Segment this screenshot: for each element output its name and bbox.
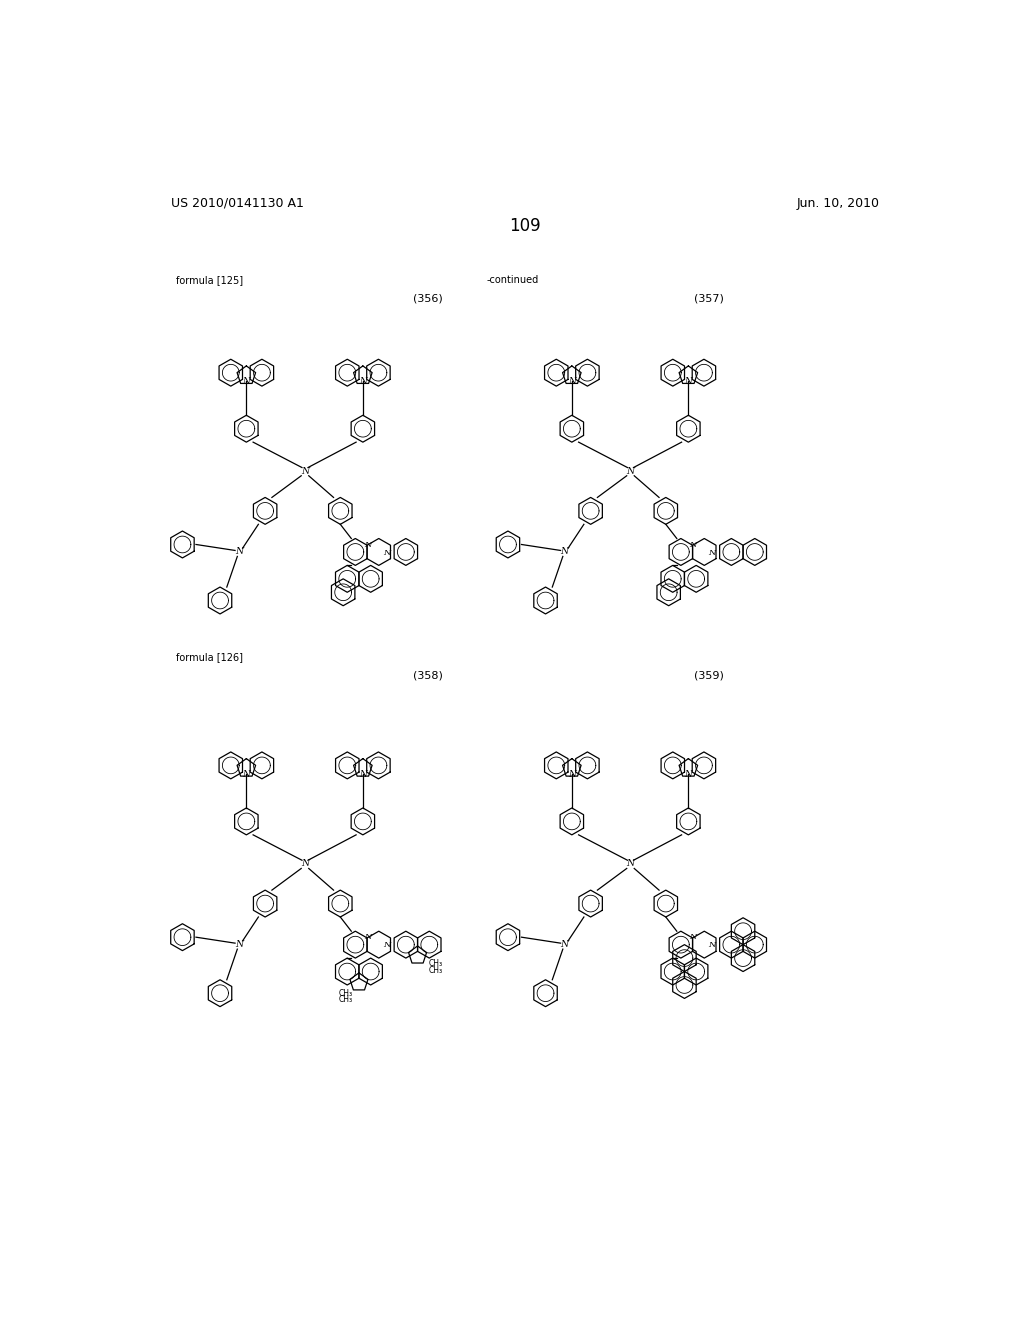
Text: N: N [383, 941, 390, 949]
Text: CH₃: CH₃ [339, 989, 353, 998]
Text: N: N [243, 770, 250, 779]
Text: N: N [684, 378, 692, 385]
Text: formula [125]: formula [125] [176, 275, 243, 285]
Text: (359): (359) [693, 671, 724, 681]
Text: (358): (358) [414, 671, 443, 681]
Text: N: N [627, 859, 635, 869]
Text: formula [126]: formula [126] [176, 652, 243, 663]
Text: N: N [364, 541, 372, 549]
Text: N: N [568, 378, 575, 385]
Text: (357): (357) [693, 293, 724, 304]
Text: N: N [301, 467, 309, 475]
Text: N: N [689, 933, 696, 941]
Text: N: N [359, 770, 367, 779]
Text: N: N [383, 549, 390, 557]
Text: N: N [709, 941, 716, 949]
Text: N: N [359, 378, 367, 385]
Text: Jun. 10, 2010: Jun. 10, 2010 [797, 197, 880, 210]
Text: N: N [234, 940, 243, 949]
Text: N: N [301, 859, 309, 869]
Text: US 2010/0141130 A1: US 2010/0141130 A1 [171, 197, 303, 210]
Text: N: N [689, 541, 696, 549]
Text: CH₃: CH₃ [428, 966, 442, 974]
Text: 109: 109 [509, 218, 541, 235]
Text: CH₃: CH₃ [339, 995, 353, 1005]
Text: N: N [568, 770, 575, 779]
Text: N: N [364, 933, 372, 941]
Text: (356): (356) [414, 293, 443, 304]
Text: N: N [243, 378, 250, 385]
Text: N: N [684, 770, 692, 779]
Text: -continued: -continued [486, 275, 539, 285]
Text: N: N [234, 548, 243, 557]
Text: N: N [627, 467, 635, 475]
Text: N: N [709, 549, 716, 557]
Text: N: N [560, 548, 568, 557]
Text: CH₃: CH₃ [428, 958, 442, 968]
Text: N: N [560, 940, 568, 949]
